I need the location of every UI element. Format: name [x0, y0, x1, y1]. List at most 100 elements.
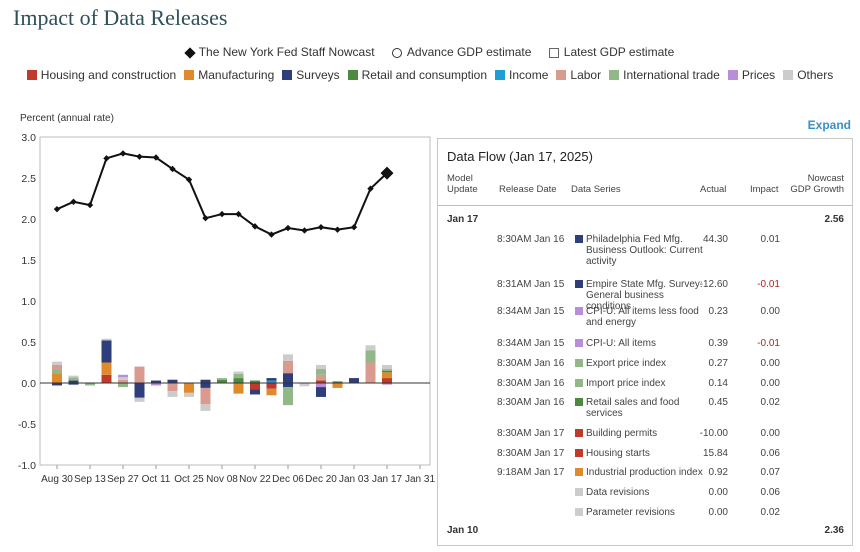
impact-value: 0.00	[760, 306, 780, 317]
release-date: 8:30AM Jan 16	[497, 358, 565, 369]
contribution-bar	[283, 387, 293, 406]
contribution-bar	[283, 354, 293, 361]
legend-item-nowcast[interactable]: The New York Fed Staff Nowcast	[184, 45, 375, 59]
release-date: 8:30AM Jan 16	[497, 397, 565, 408]
data-series: Industrial production index	[586, 467, 703, 478]
release-date: 8:34AM Jan 15	[497, 306, 565, 317]
legend-item-category[interactable]: Housing and construction	[26, 67, 177, 82]
legend-label: Prices	[741, 67, 776, 82]
legend-label: Latest GDP estimate	[563, 44, 675, 59]
contribution-bar	[266, 388, 277, 396]
contribution-bar	[167, 383, 178, 392]
legend-item-category[interactable]: Others	[783, 68, 833, 82]
release-date: 8:30AM Jan 16	[497, 234, 565, 245]
color-swatch	[556, 69, 567, 80]
legend-label: Manufacturing	[198, 67, 275, 82]
x-tick-label: Sep 13	[74, 474, 106, 485]
contribution-bar	[184, 392, 194, 397]
legend-item-category[interactable]: Prices	[727, 67, 776, 82]
contribution-bar	[365, 350, 376, 363]
contribution-bar	[233, 373, 244, 379]
group-label[interactable]: Jan 10	[447, 525, 479, 536]
y-tick-label: 1.5	[21, 255, 36, 267]
nowcast-point	[251, 223, 259, 230]
contribution-bar	[118, 374, 128, 378]
data-series: CPI-U: All items less food and energy	[586, 306, 699, 328]
contribution-bar	[134, 397, 145, 402]
nowcast-chart: Percent (annual rate) 3.0 2.5 2.0 1.5 1.0 0.5 0…	[0, 100, 440, 552]
group-label[interactable]: Jan 17	[447, 214, 479, 225]
header-release-date: Release Date	[499, 184, 557, 195]
contribution-bar	[101, 340, 112, 363]
data-series: Parameter revisions	[586, 507, 675, 518]
color-swatch	[783, 69, 794, 80]
release-date: 8:30AM Jan 17	[497, 448, 565, 459]
impact-value: 0.00	[760, 358, 780, 369]
contribution-bar	[68, 377, 79, 381]
contribution-bar	[85, 383, 95, 386]
x-tick-label: Nov 08	[206, 474, 238, 485]
category-swatch	[575, 235, 583, 243]
color-swatch	[26, 69, 37, 80]
contribution-bar	[250, 380, 260, 383]
contribution-bar	[365, 362, 376, 383]
contribution-bar	[233, 371, 244, 374]
contribution-bar	[167, 391, 178, 397]
contribution-bar	[382, 364, 392, 370]
release-date: 8:34AM Jan 15	[497, 338, 565, 349]
x-tick-label: Sep 27	[107, 474, 139, 485]
legend-item-category[interactable]: International trade	[609, 68, 720, 82]
header-line: GDP Growth	[790, 184, 844, 195]
plot-frame	[39, 136, 431, 466]
chart-canvas: Percent (annual rate) 3.0 2.5 2.0 1.5 1.0 0.5 0…	[18, 113, 436, 485]
primary-legend: The New York Fed Staff Nowcast Advance G…	[0, 44, 860, 59]
data-series: Import price index	[586, 378, 666, 389]
header-line: Update	[447, 184, 478, 195]
data-flow-panel: Data Flow (Jan 17, 2025) Model Update Re…	[437, 138, 853, 546]
nowcast-point	[136, 153, 143, 160]
legend-label: Housing and construction	[40, 67, 177, 82]
header-line: Model	[447, 173, 473, 184]
nowcast-point	[53, 205, 61, 213]
contribution-bar	[349, 378, 359, 383]
impact-value: 0.06	[760, 448, 780, 459]
legend-label: Others	[797, 67, 834, 82]
color-swatch	[347, 69, 358, 80]
contribution-bar	[316, 380, 326, 383]
data-series: Retail sales and food services	[586, 397, 680, 419]
legend-item-category[interactable]: Income	[495, 68, 548, 82]
color-swatch	[727, 69, 738, 80]
nowcast-point	[268, 231, 275, 238]
data-series: Philadelphia Fed Mfg. Business Outlook: …	[586, 234, 703, 267]
legend-item-category[interactable]: Retail and consumption	[347, 68, 487, 82]
legend-label: International trade	[623, 67, 720, 82]
legend-item-category[interactable]: Surveys	[282, 68, 340, 82]
contribution-bar	[118, 383, 128, 388]
nowcast-point	[202, 214, 209, 222]
legend-item-category[interactable]: Manufacturing	[184, 68, 274, 82]
impact-value: 0.00	[760, 428, 780, 439]
contribution-bar	[118, 379, 128, 383]
contribution-bar	[184, 383, 194, 393]
circle-icon	[391, 47, 402, 58]
nowcast-point	[317, 224, 325, 231]
nowcast-point	[86, 201, 94, 209]
contribution-bar	[167, 379, 178, 383]
actual-value: -12.60	[699, 279, 728, 290]
x-tick-label: Oct 25	[174, 474, 204, 485]
legend-item-latest-gdp[interactable]: Latest GDP estimate	[548, 44, 675, 59]
legend-item-category[interactable]: Labor	[556, 68, 601, 82]
nowcast-point	[350, 224, 358, 231]
contribution-bar	[151, 380, 161, 383]
legend-item-advance-gdp[interactable]: Advance GDP estimate	[391, 45, 531, 59]
expand-link[interactable]: Expand	[807, 118, 851, 132]
impact-value: 0.07	[760, 467, 780, 478]
release-date: 8:30AM Jan 16	[497, 378, 565, 389]
x-tick-label: Aug 30	[41, 474, 73, 485]
contribution-bar	[283, 373, 293, 383]
legend-label: Income	[509, 67, 549, 82]
contribution-bar	[134, 366, 145, 383]
y-tick-label: 0.5	[21, 337, 36, 349]
actual-value: 0.00	[708, 507, 728, 518]
y-tick-label: -0.5	[18, 419, 36, 431]
